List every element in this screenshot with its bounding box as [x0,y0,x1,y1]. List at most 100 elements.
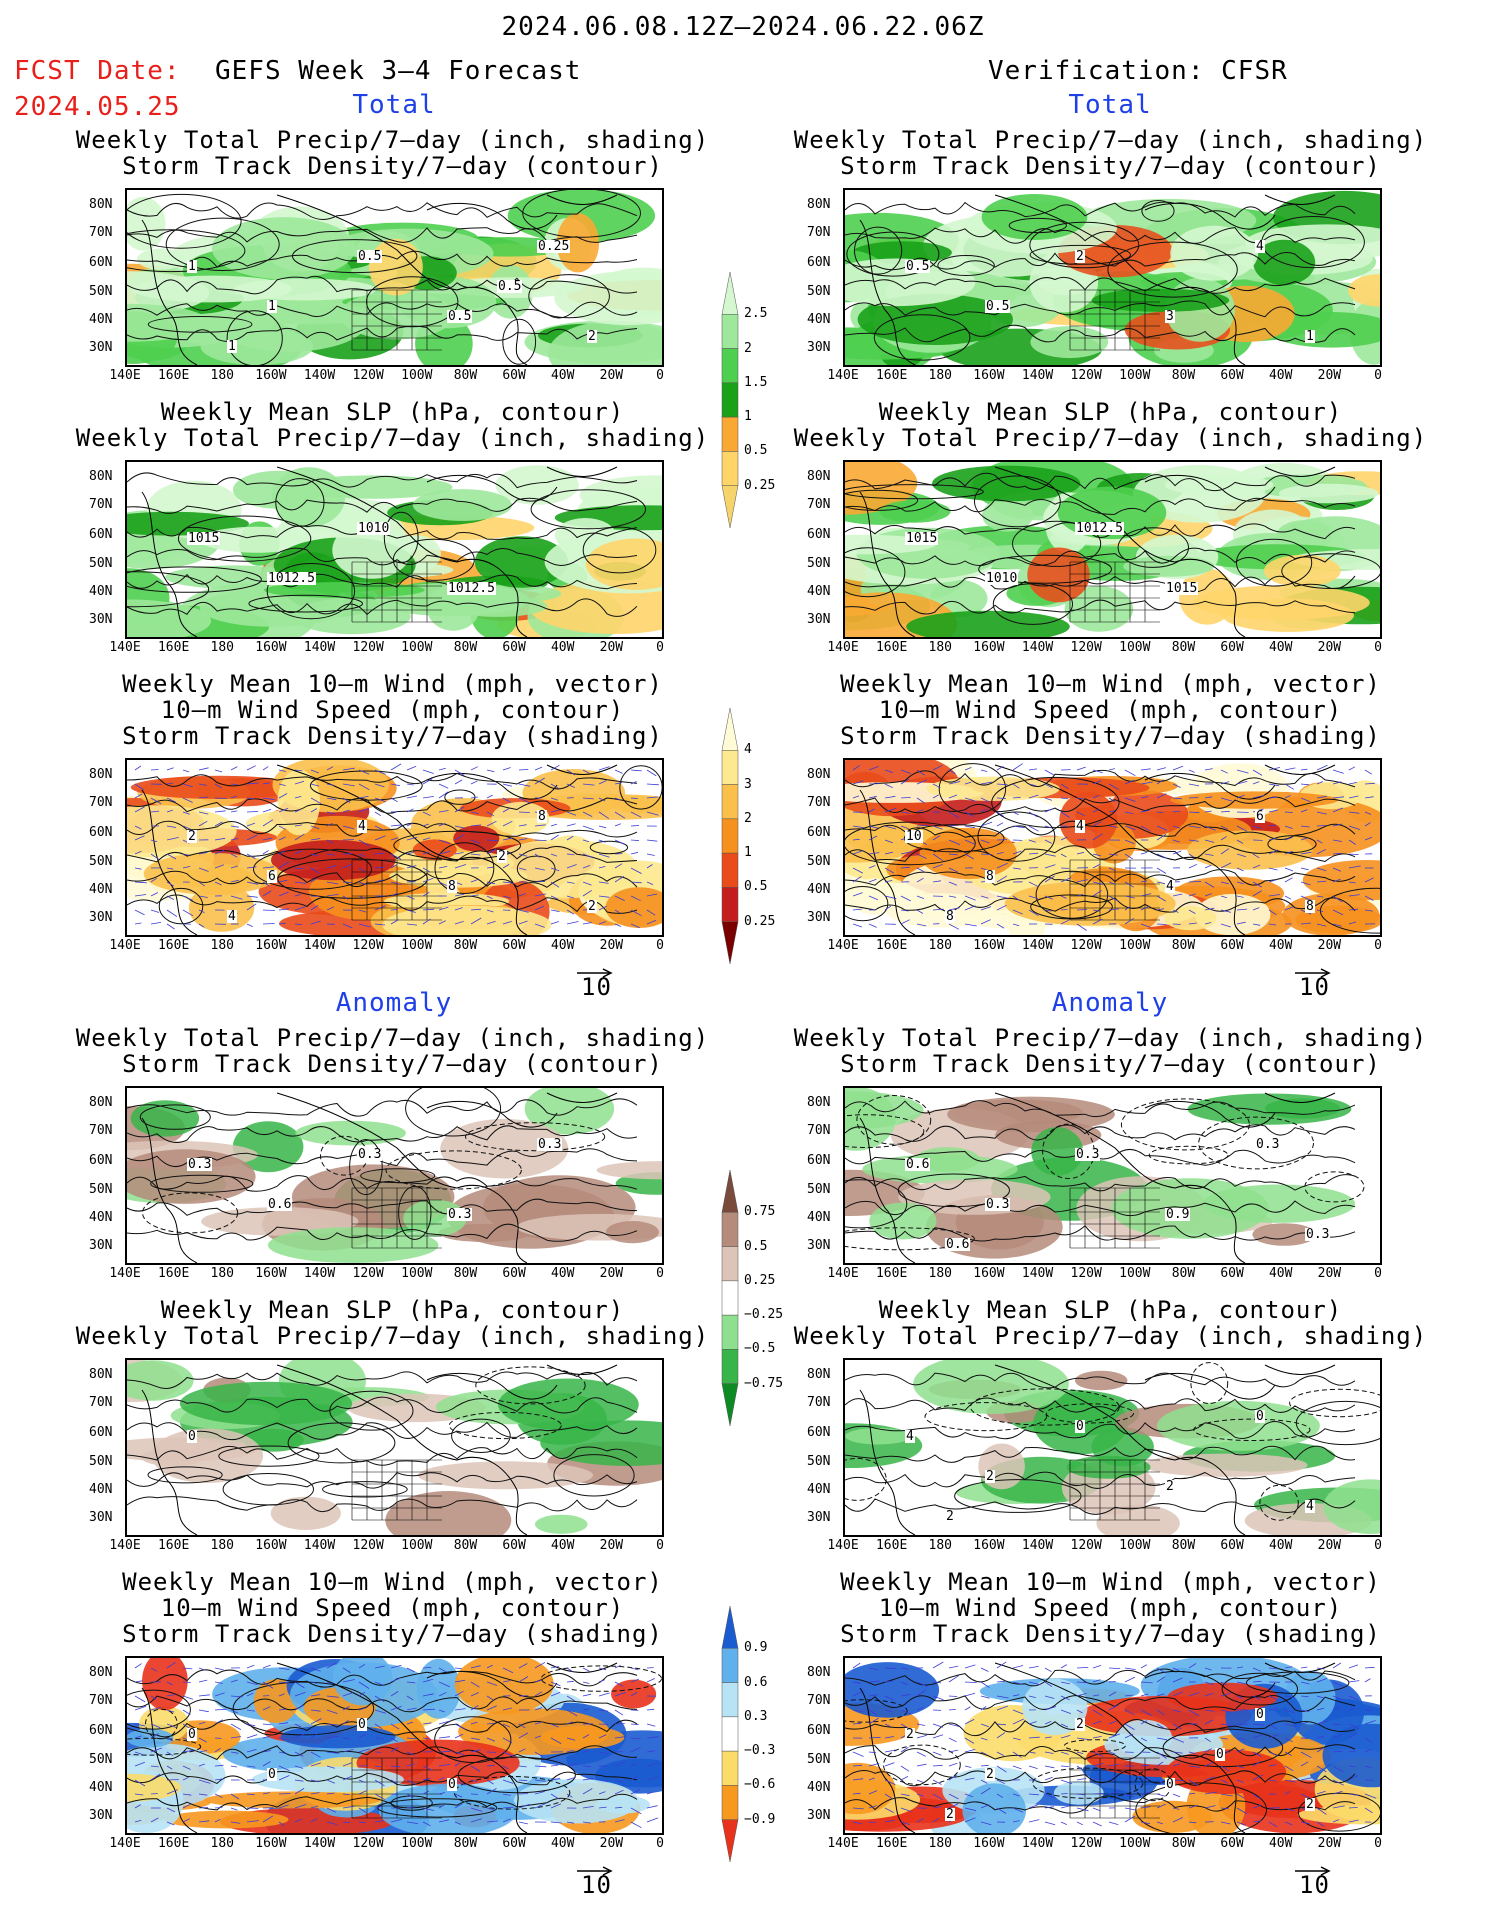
lat-tick-label: 70N [807,224,831,240]
lon-tick-label: 20W [599,938,624,953]
map-panel-right-1: 0.5 0.5 2 3 4 1 [843,188,1382,367]
contour-label: 0.5 [447,309,473,324]
lat-tick-label: 70N [807,1122,831,1138]
lat-tick-label: 50N [89,1752,113,1768]
lon-tick-label: 100W [1119,1266,1151,1281]
lat-tick-label: 80N [89,468,113,484]
lon-tick-label: 60W [1220,1836,1244,1851]
lon-tick-label: 40W [550,1538,575,1553]
fcst-date-value: 2024.05.25 [14,92,181,122]
map-field [845,1088,1365,1263]
panel-title-right-4-line-2: Storm Track Density/7–day (contour) [840,1050,1381,1078]
lon-tick-label: 160W [255,1266,287,1281]
lon-tick-label: 180 [210,1266,235,1281]
lon-tick-label: 140E [109,640,141,655]
contour-label: 4 [227,909,237,924]
lat-tick-label: 80N [89,1664,113,1680]
contour-label: 0 [267,1767,277,1782]
panel-title-right-6-line-2: 10–m Wind Speed (mph, contour) [878,1594,1343,1622]
lon-tick-label: 0 [1374,1538,1382,1553]
lon-tick-label: 80W [1171,1836,1196,1851]
lon-tick-label: 0 [1374,640,1382,655]
lat-tick-label: 30N [807,1808,831,1824]
contour-label: 0 [1075,1419,1085,1434]
map-field [127,1088,662,1263]
map-field [845,760,1380,935]
vector-reference-value: 10 [581,973,612,1001]
lat-tick-label: 60N [807,1722,831,1738]
lon-tick-label: 120W [352,1266,384,1281]
lat-tick-label: 50N [89,284,113,300]
map-panel-left-4: 0.3 0.6 0.3 0.3 0.3 [125,1086,664,1265]
lon-tick-label: 20W [599,1836,624,1851]
lon-tick-label: 100W [401,1836,433,1851]
lon-tick-label: 140E [109,1836,141,1851]
lon-tick-label: 140W [1021,640,1054,655]
lon-tick-label: 80W [1171,1538,1196,1553]
lon-tick-label: 80W [1171,368,1196,383]
lat-tick-label: 40N [807,312,831,328]
lon-tick-label: 40W [550,1266,575,1281]
map-panel-right-3: 10 8 4 4 6 8 8 [843,758,1382,937]
lon-tick-label: 80W [453,1836,478,1851]
lat-tick-label: 50N [89,556,113,572]
panel-title-left-3-line-3: Storm Track Density/7–day (shading) [122,722,663,750]
lon-tick-label: 180 [928,1836,953,1851]
colorbar-storm_total: 4 3 2 1 0.5 0.25 [720,706,790,966]
panel-title-left-2-line-1: Weekly Mean SLP (hPa, contour) [160,398,625,426]
map-panel-right-2: 1015 1010 1012.5 1015 [843,460,1382,639]
lat-tick-label: 60N [89,526,113,542]
contour-label: 2 [1305,1797,1315,1812]
lon-tick-label: 140W [303,368,336,383]
contour-label: 0 [1215,1747,1225,1762]
contour-label: 0.3 [187,1157,213,1172]
panel-title-right-5-line-2: Weekly Total Precip/7–day (inch, shading… [793,1322,1428,1350]
lat-tick-label: 30N [89,612,113,628]
panel-title-left-3-line-1: Weekly Mean 10–m Wind (mph, vector) [122,670,663,698]
lat-tick-label: 60N [807,526,831,542]
panel-title-right-2-line-1: Weekly Mean SLP (hPa, contour) [878,398,1343,426]
colorbar-tick-label: 1 [744,409,752,425]
lat-tick-label: 50N [807,284,831,300]
panel-title-right-5-line-1: Weekly Mean SLP (hPa, contour) [878,1296,1343,1324]
lon-tick-label: 80W [453,1538,478,1553]
contour-label: 8 [985,869,995,884]
lon-tick-label: 120W [352,1538,384,1553]
lat-tick-label: 60N [807,824,831,840]
panel-title-left-4-line-1: Weekly Total Precip/7–day (inch, shading… [75,1024,710,1052]
panel-title-right-3-line-2: 10–m Wind Speed (mph, contour) [878,696,1343,724]
lon-tick-label: 100W [1119,1538,1151,1553]
contour-label: 4 [1255,239,1265,254]
contour-label: 2 [1075,1717,1085,1732]
lat-tick-label: 70N [807,1692,831,1708]
lat-tick-label: 70N [807,794,831,810]
lat-tick-label: 60N [89,1722,113,1738]
lon-tick-label: 0 [1374,938,1382,953]
colorbar-tick-label: 0.9 [744,1640,768,1656]
lat-tick-label: 60N [807,254,831,270]
colorbar-precip_anom: 0.75 0.5 0.25 −0.25 −0.5 −0.75 [720,1168,790,1428]
lon-tick-label: 0 [656,640,664,655]
lat-tick-label: 80N [89,1094,113,1110]
lon-tick-label: 120W [1070,640,1102,655]
contour-label: 10 [905,829,923,844]
colorbar-tick-label: −0.9 [744,1811,776,1827]
lat-tick-label: 80N [89,196,113,212]
date-range-title: 2024.06.08.12Z–2024.06.22.06Z [501,12,985,42]
vector-reference [1293,1861,1333,1895]
lon-tick-label: 60W [1220,1538,1244,1553]
lon-tick-label: 140E [109,1538,141,1553]
vector-reference-value: 10 [1299,973,1330,1001]
colorbar-tick-label: 0.6 [744,1674,768,1690]
lat-tick-label: 70N [807,1394,831,1410]
lon-tick-label: 100W [401,640,433,655]
contour-label: 6 [1255,809,1265,824]
lon-tick-label: 20W [599,1266,624,1281]
lon-tick-label: 120W [352,640,384,655]
lon-tick-label: 60W [1220,1266,1244,1281]
lat-tick-label: 80N [807,1094,831,1110]
panel-title-right-4-line-1: Weekly Total Precip/7–day (inch, shading… [793,1024,1428,1052]
lat-tick-label: 70N [807,496,831,512]
panel-title-right-3-line-3: Storm Track Density/7–day (shading) [840,722,1381,750]
map-field [845,462,1380,637]
